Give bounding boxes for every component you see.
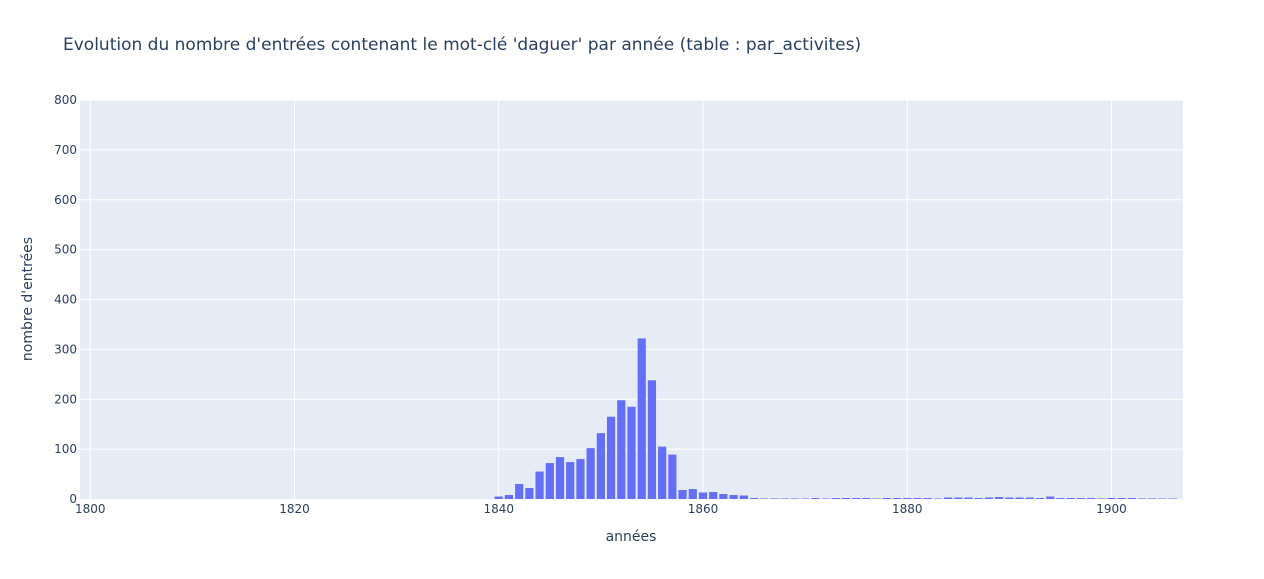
- bar: [576, 459, 585, 499]
- x-ticks: 1800 1820 1840 1860 1880 1900: [75, 502, 1127, 516]
- y-tick-label: 100: [54, 442, 77, 456]
- bar: [770, 498, 779, 500]
- bar: [1086, 498, 1096, 499]
- bar: [709, 492, 718, 499]
- bar: [801, 498, 810, 500]
- bar: [1076, 498, 1085, 499]
- bar: [872, 498, 881, 500]
- bar: [688, 489, 697, 499]
- bar: [586, 448, 595, 499]
- bar: [1097, 498, 1106, 500]
- bar: [913, 498, 922, 499]
- grid: [80, 99, 1183, 499]
- y-tick-label: 400: [54, 293, 77, 307]
- bar: [1158, 498, 1167, 500]
- y-tick-label: 0: [69, 492, 77, 506]
- bar: [821, 498, 830, 500]
- y-ticks: 0 100 200 300 400 500 600 700 800: [54, 93, 77, 506]
- bar: [1005, 497, 1014, 499]
- bar: [852, 498, 861, 499]
- x-tick-label: 1860: [688, 502, 719, 516]
- bar: [862, 498, 871, 499]
- bar: [525, 488, 534, 499]
- bar: [892, 498, 902, 499]
- bar: [535, 471, 544, 499]
- bar: [954, 497, 963, 499]
- bar: [974, 498, 983, 499]
- bar: [903, 498, 912, 499]
- bar: [933, 498, 942, 500]
- bar: [1046, 496, 1055, 499]
- bar: [790, 498, 799, 500]
- x-tick-label: 1840: [483, 502, 514, 516]
- bar: [647, 380, 657, 499]
- bar: [760, 498, 769, 500]
- bar: [984, 497, 994, 499]
- bar: [841, 498, 851, 499]
- y-tick-label: 200: [54, 392, 77, 406]
- bar: [811, 498, 820, 499]
- bars: [494, 338, 1177, 500]
- bar: [831, 498, 840, 499]
- bar: [1056, 498, 1065, 499]
- bar: [545, 463, 554, 499]
- chart-title: Evolution du nombre d'entrées contenant …: [63, 35, 861, 55]
- bar: [1066, 498, 1075, 499]
- bar: [555, 457, 565, 499]
- bar: [596, 433, 605, 499]
- y-tick-label: 500: [54, 243, 77, 257]
- bar: [566, 462, 575, 499]
- bar: [504, 495, 514, 499]
- bar: [1025, 497, 1034, 499]
- y-tick-label: 300: [54, 342, 77, 356]
- bar: [719, 494, 728, 499]
- bar: [617, 400, 626, 499]
- bar: [739, 495, 748, 499]
- bar: [995, 497, 1004, 499]
- bar: [1117, 498, 1126, 499]
- y-tick-label: 600: [54, 193, 77, 207]
- bar: [1127, 498, 1137, 499]
- bar: [1138, 498, 1147, 500]
- bar: [698, 492, 708, 499]
- y-axis-title: nombre d'entrées: [20, 237, 36, 361]
- y-tick-label: 800: [54, 93, 77, 107]
- x-tick-label: 1800: [75, 502, 106, 516]
- bar: [923, 498, 932, 499]
- bar: [964, 497, 973, 499]
- bar: [729, 495, 738, 499]
- bar: [749, 498, 759, 499]
- x-tick-label: 1900: [1096, 502, 1127, 516]
- bar: [494, 496, 503, 499]
- bar: [1107, 498, 1116, 499]
- x-tick-label: 1820: [279, 502, 310, 516]
- bar: [668, 454, 677, 499]
- x-axis-title: années: [606, 529, 657, 545]
- bar: [1168, 498, 1177, 500]
- bar: [944, 497, 953, 499]
- bar: [658, 446, 667, 499]
- y-tick-label: 700: [54, 143, 77, 157]
- bar: [780, 498, 789, 500]
- bar: [1148, 498, 1157, 500]
- bar: [606, 416, 616, 499]
- bar: [882, 498, 891, 499]
- bar: [627, 406, 636, 499]
- bar: [637, 338, 646, 499]
- bar: [678, 490, 687, 499]
- bar: [515, 484, 524, 499]
- bar: [1035, 498, 1045, 499]
- x-tick-label: 1880: [892, 502, 923, 516]
- bar: [1015, 497, 1024, 499]
